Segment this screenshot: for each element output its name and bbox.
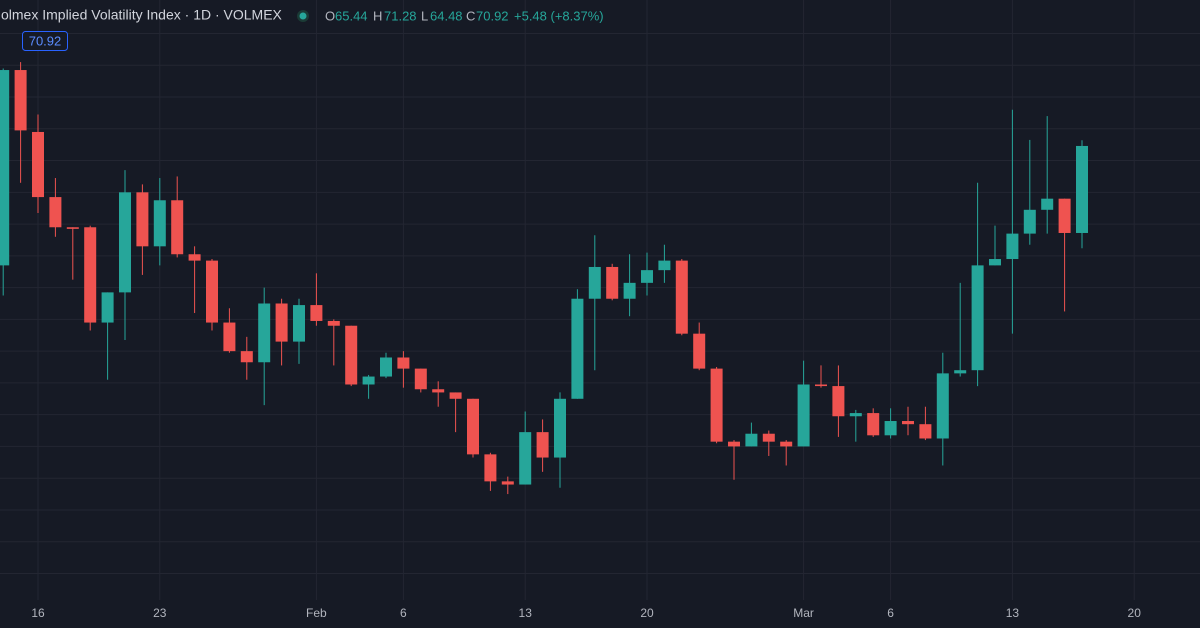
- candle-body: [536, 432, 549, 458]
- candle-body: [258, 303, 271, 363]
- chart-title: olmex Implied Volatility Index · 1D · VO…: [1, 7, 283, 23]
- x-tick-label: 20: [640, 606, 654, 620]
- candle-body: [153, 200, 166, 247]
- x-tick-label: 16: [31, 606, 45, 620]
- candle-body: [971, 265, 984, 371]
- legend-letter: C: [466, 8, 475, 23]
- candle-body: [275, 303, 288, 342]
- candle-body: [728, 441, 740, 447]
- candle-body: [206, 260, 218, 323]
- x-tick-label: 23: [153, 606, 167, 620]
- candle-body: [797, 384, 810, 447]
- candle-body: [1058, 198, 1071, 233]
- candle-body: [1041, 198, 1054, 210]
- candle-body: [414, 368, 427, 390]
- price-tag-value: 70.92: [29, 33, 62, 48]
- candle-body: [327, 320, 340, 326]
- x-tick-label: 6: [887, 606, 894, 620]
- x-tick-label: 13: [1006, 606, 1020, 620]
- candle-body: [84, 227, 97, 323]
- candle-body: [519, 432, 532, 485]
- candle-body: [171, 200, 184, 255]
- candle-body: [32, 131, 44, 198]
- candle-body: [780, 441, 793, 447]
- candle-body: [49, 197, 62, 228]
- legend-low: 64.48: [430, 8, 463, 23]
- legend-open: 65.44: [335, 8, 368, 23]
- legend-high: 71.28: [384, 8, 417, 23]
- candle-body: [240, 351, 253, 363]
- candle-body: [710, 368, 723, 442]
- candle-body: [936, 373, 949, 439]
- candle-body: [1076, 145, 1088, 233]
- legend-close: 70.92: [476, 8, 509, 23]
- candle-body: [380, 357, 392, 377]
- candle-body: [849, 413, 862, 417]
- candle-body: [815, 384, 827, 387]
- x-tick-label: Feb: [306, 606, 327, 620]
- candle-body: [66, 227, 79, 229]
- candle-body: [554, 398, 566, 458]
- status-dot: [299, 12, 307, 20]
- candle-body: [188, 254, 201, 261]
- candle-body: [0, 70, 10, 266]
- candle-body: [449, 392, 462, 399]
- candle-body: [432, 389, 445, 393]
- candle-body: [101, 292, 114, 323]
- candle-body: [623, 282, 636, 299]
- candle-body: [884, 421, 897, 436]
- x-tick-label: 13: [519, 606, 533, 620]
- price-tag: [22, 31, 68, 51]
- candle-body: [867, 413, 880, 436]
- candle-body: [397, 357, 410, 369]
- candle-body: [223, 322, 236, 352]
- candle-body: [293, 305, 305, 342]
- candle-body: [641, 270, 653, 283]
- candle-body: [310, 305, 323, 321]
- candle-body: [362, 376, 375, 385]
- candle-body: [571, 298, 584, 399]
- candle-body: [919, 424, 932, 439]
- candle-body: [954, 370, 967, 374]
- candle-body: [119, 192, 131, 293]
- candle-body: [467, 398, 479, 455]
- x-tick-label: Mar: [793, 606, 814, 620]
- candle-body: [693, 333, 706, 369]
- candle-body: [1006, 233, 1019, 260]
- legend-change: +5.48 (+8.37%): [514, 8, 604, 23]
- x-tick-label: 20: [1128, 606, 1142, 620]
- x-tick-label: 6: [400, 606, 407, 620]
- legend-letter: H: [373, 8, 382, 23]
- candle-body: [745, 433, 758, 447]
- candle-body: [989, 259, 1001, 266]
- candle-body: [902, 421, 914, 425]
- candle-body: [658, 260, 671, 271]
- candle-body: [14, 70, 27, 131]
- legend-letter: L: [421, 8, 428, 23]
- candle-body: [675, 260, 688, 334]
- candle-body: [345, 325, 358, 385]
- candle-body: [762, 433, 775, 442]
- candle-body: [136, 192, 149, 247]
- candle-body: [484, 454, 497, 482]
- candle-body: [501, 481, 514, 485]
- candle-body: [606, 266, 619, 299]
- candle-body: [1023, 209, 1036, 234]
- candle-body: [832, 386, 845, 417]
- legend-letter: O: [325, 8, 335, 23]
- candle-body: [588, 266, 601, 299]
